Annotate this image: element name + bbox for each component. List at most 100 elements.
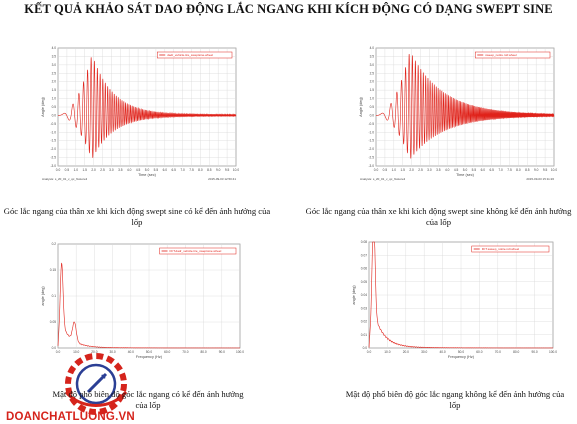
logo-text: DOANCHATLUONG.VN xyxy=(6,411,135,423)
y-tick-label: 0.0 xyxy=(52,346,57,350)
x-tick-label: 6.5 xyxy=(489,168,494,172)
chart-time-without-tire: 0.0 0.5 1.0 1.5 2.0 2.5 3.0 3.5 4.0 4.5 5.0 5.5 6.0 6… xyxy=(338,40,563,190)
y-tick-label: 0.5 xyxy=(52,105,57,109)
x-tick-label: 8.5 xyxy=(207,168,212,172)
series-line xyxy=(57,262,240,349)
x-tick-label: 5.5 xyxy=(154,168,159,172)
y-tick-label: 0.15 xyxy=(50,268,56,272)
y-axis-label: Angle (deg) xyxy=(359,96,363,116)
y-tick-label: 1.0 xyxy=(52,97,57,101)
y-tick-label: 0.0 xyxy=(363,346,368,350)
legend-label: FFT.sweep_notire.roll.wheel xyxy=(482,247,520,251)
x-tick-label: 20.0 xyxy=(91,350,97,354)
y-tick-label: -1.0 xyxy=(369,130,375,134)
y-tick-label: 2.5 xyxy=(370,71,375,75)
y-tick-label: 0.03 xyxy=(361,306,367,310)
y-tick-label: 0.1 xyxy=(52,294,57,298)
y-tick-label: 0.5 xyxy=(370,105,375,109)
x-tick-label: 20.0 xyxy=(403,350,409,354)
y-tick-label: 0.2 xyxy=(52,242,57,246)
legend-box xyxy=(156,51,233,59)
y-tick-label: -1.0 xyxy=(51,130,57,134)
x-tick-label: 9.0 xyxy=(216,168,221,172)
chart-svg: 0.0 10.0 20.0 30.0 40.0 50.0 60.0 70.0 80.0 90.0 1… xyxy=(41,242,244,359)
y-tick-label: 0.07 xyxy=(361,253,367,257)
x-tick-label: 8.0 xyxy=(198,168,203,172)
x-tick-label: 6.5 xyxy=(171,168,176,172)
y-tick-label: 1.5 xyxy=(52,88,57,92)
x-tick-label: 6.0 xyxy=(481,168,486,172)
y-tick-label: -0.5 xyxy=(369,122,375,126)
x-tick-label: 10.0 xyxy=(384,350,390,354)
footer-left: Analysis: s_20_01_v_qc_fixstoreil xyxy=(360,177,405,181)
x-tick-label: 40.0 xyxy=(439,350,445,354)
y-tick-label: 0.06 xyxy=(361,267,367,271)
y-tick-label: 0.0 xyxy=(370,113,375,117)
y-tick-label: 3.5 xyxy=(370,54,375,58)
x-tick-label: 8.5 xyxy=(525,168,530,172)
x-tick-label: 1.5 xyxy=(400,168,405,172)
x-tick-label: 30.0 xyxy=(109,350,115,354)
x-tick-label: 1.5 xyxy=(82,168,87,172)
x-tick-label: 8.0 xyxy=(516,168,521,172)
x-tick-label: 3.0 xyxy=(109,168,114,172)
x-tick-label: 0.0 xyxy=(56,168,61,172)
footer-right: 2015-09-03 15:11:26 xyxy=(526,177,554,181)
chart-psd-with-tire: 0.0 10.0 20.0 30.0 40.0 50.0 60.0 70.0 80.0 90.0 1… xyxy=(20,238,250,363)
series-line xyxy=(368,241,554,349)
x-tick-label: 60.0 xyxy=(476,350,482,354)
legend-label: dadr_vehicle.tire_sweptsine.wheel xyxy=(167,53,213,57)
x-tick-label: 70.0 xyxy=(495,350,501,354)
x-tick-label: 30.0 xyxy=(421,350,427,354)
legend-box xyxy=(471,245,550,253)
x-tick-label: 2.0 xyxy=(409,168,414,172)
x-tick-label: 80.0 xyxy=(200,350,206,354)
y-tick-label: 0.04 xyxy=(361,293,367,297)
x-tick-label: 10.0 xyxy=(73,350,79,354)
caption-psd-without-tire: Mật độ phổ biên độ góc lắc ngang không k… xyxy=(345,389,565,410)
x-tick-label: 5.0 xyxy=(145,168,150,172)
x-tick-label: 9.0 xyxy=(534,168,539,172)
legend-box xyxy=(474,51,551,59)
y-tick-label: 3.5 xyxy=(52,54,57,58)
y-tick-label: 0.0 xyxy=(52,113,57,117)
y-tick-label: -2.0 xyxy=(369,147,375,151)
page-title: KẾT QUẢ KHẢO SÁT DAO ĐỘNG LẮC NGANG KHI … xyxy=(24,2,553,16)
chart-svg: 0.0 0.5 1.0 1.5 2.0 2.5 3.0 3.5 4.0 4.5 5.0 5.5 6.0 6… xyxy=(41,46,239,181)
x-tick-label: 3.5 xyxy=(118,168,123,172)
series-line xyxy=(376,54,555,159)
y-axis-label: angle (deg) xyxy=(352,285,356,305)
y-tick-label: -1.5 xyxy=(51,139,57,143)
x-tick-label: 5.5 xyxy=(472,168,477,172)
y-tick-label: 2.0 xyxy=(52,80,57,84)
x-tick-label: 7.5 xyxy=(507,168,512,172)
y-tick-label: 1.5 xyxy=(370,88,375,92)
x-tick-label: 90.0 xyxy=(531,350,537,354)
x-tick-label: 2.5 xyxy=(100,168,105,172)
x-tick-label: 0.0 xyxy=(374,168,379,172)
x-tick-label: 5.0 xyxy=(463,168,468,172)
y-tick-label: 0.05 xyxy=(361,280,367,284)
y-axis-label: angle (deg) xyxy=(41,286,45,306)
x-axis-label: Time (sec) xyxy=(138,173,157,177)
footer-left: Analysis: s_20_01_v_qc_fixstoreil xyxy=(42,177,87,181)
x-tick-label: 6.0 xyxy=(163,168,168,172)
y-tick-label: 3.0 xyxy=(52,63,57,67)
x-tick-label: 60.0 xyxy=(164,350,170,354)
gear-logo-icon xyxy=(64,353,128,415)
y-tick-label: 3.0 xyxy=(370,63,375,67)
x-tick-label: 10.0 xyxy=(233,168,239,172)
legend-box xyxy=(159,247,237,255)
x-tick-label: 7.5 xyxy=(189,168,194,172)
y-tick-label: -1.5 xyxy=(369,139,375,143)
y-axis-label: Angle (deg) xyxy=(41,96,45,116)
x-axis-label: Frequency (Hz) xyxy=(448,355,475,359)
caption-time-with-tire: Góc lắc ngang của thân xe khi kích động … xyxy=(3,206,271,227)
y-tick-label: 0.01 xyxy=(361,333,367,337)
legend-label: FFT.dadr_vehicle.tire_sweptsine.wheel xyxy=(170,249,222,253)
x-tick-label: 10.0 xyxy=(551,168,557,172)
footer-right: 2015-09-03 12:50:41 xyxy=(208,177,236,181)
y-tick-label: 4.0 xyxy=(370,46,375,50)
x-tick-label: 50.0 xyxy=(146,350,152,354)
x-tick-label: 4.5 xyxy=(136,168,141,172)
